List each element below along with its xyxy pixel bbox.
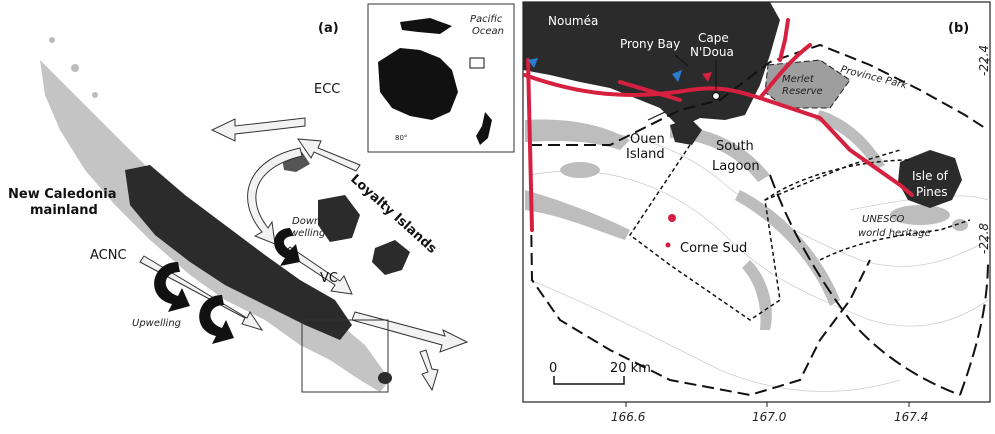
ecc-arrow-from-east <box>296 138 361 172</box>
isle-of-pines-label-1: Isle of <box>912 169 949 183</box>
panel-b-label: (b) <box>948 21 969 36</box>
mainland-label-1: New Caledonia <box>8 187 117 202</box>
south-lagoon-label-2: Lagoon <box>712 159 760 174</box>
corne-sud-marker-1 <box>668 214 676 222</box>
downwelling-arrow-icon <box>274 228 300 266</box>
panel-a-overview-map: Pacific Ocean 80° (a) ECC VC ACNC New Ca… <box>8 3 515 393</box>
prony-bay-pointer <box>674 54 689 67</box>
ecc-arrow-west <box>210 117 306 142</box>
boat-marker-icon-cape <box>702 72 712 82</box>
merlet-label-2: Reserve <box>782 86 823 97</box>
mainland-landmass <box>125 165 352 340</box>
scale-bar-start: 0 <box>549 361 557 376</box>
inset-australia <box>378 48 458 120</box>
inset-map: Pacific Ocean 80° <box>367 3 515 153</box>
panel-a-label: (a) <box>318 21 339 36</box>
ouen-island <box>670 118 702 145</box>
ouen-label-1: Ouen <box>630 132 665 147</box>
downwelling-label-1: Down- <box>292 216 324 227</box>
vc-arrow-east <box>351 311 469 353</box>
panel-b-svg: Nouméa Prony Bay Cape N'Doua Merlet Rese… <box>522 1 991 424</box>
noumea-label: Nouméa <box>548 14 598 28</box>
ouen-pointer <box>647 111 666 121</box>
loyalty-island-mare <box>372 240 410 275</box>
outer-heritage-boundary <box>769 174 989 396</box>
panel-a-svg: Pacific Ocean 80° (a) ECC VC ACNC New Ca… <box>8 3 515 393</box>
y-tick-label: -22.4 <box>977 45 991 76</box>
vc-arrow-south <box>419 349 439 392</box>
islet <box>49 37 55 43</box>
boat-marker-icon-noumea <box>528 58 538 68</box>
acnc-label: ACNC <box>90 248 127 263</box>
noumea-peninsula <box>523 2 545 60</box>
inset-ocean-label-2: Ocean <box>472 26 504 37</box>
corne-sud-marker-2 <box>665 242 671 248</box>
inset-ocean-label-1: Pacific <box>470 14 503 25</box>
south-lagoon-label-1: South <box>716 139 754 154</box>
ecc-label: ECC <box>314 82 340 97</box>
province-park-boundary <box>529 43 989 397</box>
x-tick-label: 167.4 <box>894 410 928 424</box>
inset-scale-text: 80° <box>395 134 407 142</box>
upwelling-arrow-right-icon <box>199 295 234 344</box>
prony-bay-label: Prony Bay <box>620 37 680 51</box>
inset-locator-box <box>469 57 485 69</box>
upwelling-arrow-left-icon <box>154 262 190 312</box>
vessel-routes <box>523 18 914 232</box>
boat-marker-icon-prony <box>672 70 682 82</box>
isle-of-pines-label-2: Pines <box>916 185 948 199</box>
scale-bar: 0 20 km <box>549 361 651 385</box>
inset-new-guinea <box>400 18 452 34</box>
unesco-label-2: world heritage <box>858 228 931 239</box>
y-tick-label: -22.8 <box>977 223 991 254</box>
scale-bar-end: 20 km <box>610 361 651 376</box>
ouen-label-2: Island <box>626 147 665 162</box>
cape-label-2: N'Doua <box>690 45 734 59</box>
x-tick-label: 167.0 <box>752 410 787 424</box>
downwelling-label-2: welling <box>290 228 325 239</box>
isle-of-pines-small <box>378 372 392 384</box>
mainland-label-2: mainland <box>30 203 98 218</box>
loyalty-island-lifou <box>318 195 360 242</box>
unesco-boundary <box>628 144 971 321</box>
panel-b-south-lagoon-map: Nouméa Prony Bay Cape N'Doua Merlet Rese… <box>520 0 995 430</box>
corne-sud-label: Corne Sud <box>680 241 747 256</box>
inset-new-zealand <box>476 112 492 145</box>
unesco-label-1: UNESCO <box>862 214 904 225</box>
cape-ndoua-point <box>711 91 721 101</box>
merlet-label-1: Merlet <box>782 74 815 85</box>
study-area-box <box>301 319 389 393</box>
islet <box>92 92 98 98</box>
vc-arrow <box>284 246 353 295</box>
upwelling-label: Upwelling <box>132 318 181 329</box>
isle-of-pines <box>898 150 962 208</box>
x-tick-label: 166.6 <box>611 410 646 424</box>
cape-label-1: Cape <box>698 31 729 45</box>
islet <box>71 64 79 72</box>
vc-label: VC <box>320 271 338 286</box>
